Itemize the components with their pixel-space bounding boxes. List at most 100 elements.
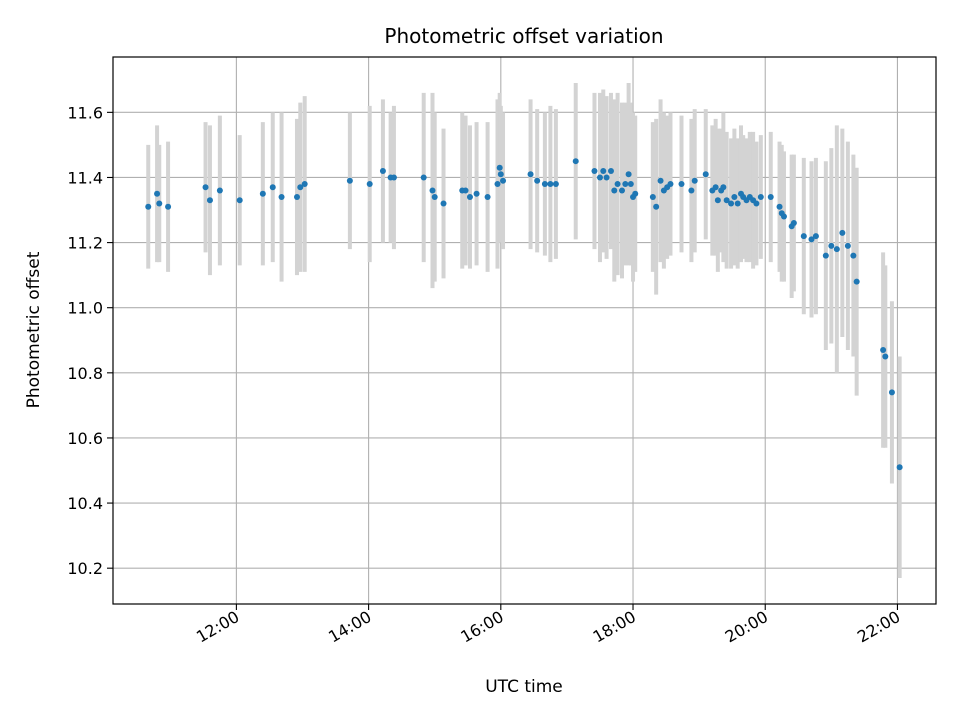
data-point — [379, 167, 386, 174]
data-point — [622, 180, 629, 187]
data-point — [790, 220, 797, 227]
grid — [113, 57, 936, 604]
data-point — [607, 167, 614, 174]
data-point — [688, 187, 695, 194]
data-point — [366, 180, 373, 187]
data-point — [431, 194, 438, 201]
data-point — [473, 190, 480, 197]
data-points — [145, 158, 903, 471]
data-point — [896, 464, 903, 471]
data-point — [466, 194, 473, 201]
data-point — [269, 184, 276, 191]
data-point — [572, 158, 579, 165]
data-point — [390, 174, 397, 181]
data-point — [632, 190, 639, 197]
data-point — [614, 180, 621, 187]
data-point — [497, 171, 504, 178]
data-point — [603, 174, 610, 181]
data-point — [691, 177, 698, 184]
x-tick-label: 12:00 — [193, 607, 242, 647]
y-axis-label: Photometric offset — [24, 251, 44, 408]
data-point — [145, 203, 152, 210]
data-point — [611, 187, 618, 194]
data-point — [850, 252, 857, 259]
data-point — [757, 194, 764, 201]
data-point — [731, 194, 738, 201]
data-point — [776, 203, 783, 210]
x-tick-label: 20:00 — [722, 607, 771, 647]
data-point — [156, 200, 163, 207]
data-point — [888, 389, 895, 396]
data-point — [552, 180, 559, 187]
data-point — [154, 190, 161, 197]
data-point — [828, 242, 835, 249]
data-point — [202, 184, 209, 191]
data-point — [429, 187, 436, 194]
data-point — [678, 180, 685, 187]
data-point — [844, 242, 851, 249]
x-tick-label: 14:00 — [325, 607, 374, 647]
y-axis: 10.2 10.4 10.6 10.8 11.0 11.2 11.4 11.6 — [67, 103, 113, 578]
data-point — [880, 347, 887, 354]
data-point — [853, 278, 860, 285]
errorbars — [146, 83, 902, 578]
data-point — [216, 187, 223, 194]
data-point — [165, 203, 172, 210]
data-point — [293, 194, 300, 201]
data-point — [833, 246, 840, 253]
data-point — [714, 197, 721, 204]
y-tick-label: 11.6 — [67, 103, 103, 122]
data-point — [527, 171, 534, 178]
data-point — [657, 177, 664, 184]
data-point — [780, 213, 787, 220]
data-point — [484, 194, 491, 201]
x-tick-label: 18:00 — [590, 607, 639, 647]
data-point — [206, 197, 213, 204]
data-point — [236, 197, 243, 204]
data-point — [800, 233, 807, 240]
y-tick-label: 11.2 — [67, 234, 103, 253]
data-point — [882, 353, 889, 360]
data-point — [808, 236, 815, 243]
data-point — [259, 190, 266, 197]
data-point — [720, 184, 727, 191]
data-point — [839, 229, 846, 236]
y-tick-label: 10.6 — [67, 429, 103, 448]
data-point — [541, 180, 548, 187]
data-point — [619, 187, 626, 194]
x-axis: 12:00 14:00 16:00 18:00 20:00 22:00 — [193, 604, 903, 647]
data-point — [496, 164, 503, 171]
data-point — [591, 167, 598, 174]
data-point — [494, 180, 501, 187]
y-tick-label: 11.4 — [67, 168, 103, 187]
data-point — [420, 174, 427, 181]
data-point — [500, 177, 507, 184]
data-point — [596, 174, 603, 181]
data-point — [462, 187, 469, 194]
data-point — [812, 233, 819, 240]
data-point — [767, 194, 774, 201]
x-axis-label: UTC time — [485, 677, 563, 697]
y-tick-label: 10.2 — [67, 559, 103, 578]
data-point — [278, 194, 285, 201]
data-point — [547, 180, 554, 187]
data-point — [600, 167, 607, 174]
y-tick-label: 10.4 — [67, 494, 103, 513]
data-point — [753, 200, 760, 207]
y-tick-label: 10.8 — [67, 364, 103, 383]
data-point — [667, 180, 674, 187]
data-point — [734, 200, 741, 207]
data-point — [822, 252, 829, 259]
y-tick-label: 11.0 — [67, 299, 103, 318]
data-point — [712, 184, 719, 191]
data-point — [649, 194, 656, 201]
data-point — [702, 171, 709, 178]
data-point — [653, 203, 660, 210]
data-point — [627, 180, 634, 187]
data-point — [346, 177, 353, 184]
chart-title: Photometric offset variation — [384, 24, 663, 48]
data-point — [440, 200, 447, 207]
x-tick-label: 22:00 — [854, 607, 903, 647]
data-point — [534, 177, 541, 184]
